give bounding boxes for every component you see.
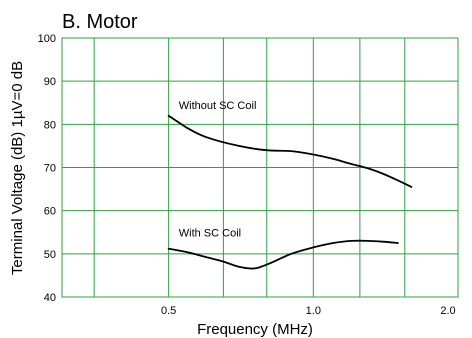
y-axis-ticks: 40 50 60 70 80 90 100 xyxy=(38,33,56,304)
series-line-0 xyxy=(167,114,413,188)
x-tick-label-2: 2.0 xyxy=(440,305,455,317)
x-tick-label-1: 1.0 xyxy=(306,305,321,317)
series-label-1: With SC Coil xyxy=(179,228,241,240)
series-line-1 xyxy=(167,239,399,270)
y-tick-label-6: 100 xyxy=(38,33,56,45)
series-group xyxy=(167,114,413,270)
series-label-0: Without SC Coil xyxy=(179,100,257,112)
chart-grid xyxy=(61,37,459,298)
series-labels: Without SC Coil With SC Coil xyxy=(179,100,257,239)
x-axis-label: Frequency (MHz) xyxy=(197,321,313,338)
y-tick-label-2: 60 xyxy=(44,206,56,218)
x-tick-label-0: 0.5 xyxy=(161,305,176,317)
y-tick-label-5: 90 xyxy=(44,76,56,88)
y-tick-label-0: 40 xyxy=(44,292,56,304)
y-axis-label: Terminal Voltage (dB) 1µV=0 dB xyxy=(9,61,26,275)
y-tick-label-1: 50 xyxy=(44,249,56,261)
chart-title: B. Motor xyxy=(62,11,138,33)
plot-frame xyxy=(61,37,459,298)
y-tick-label-4: 80 xyxy=(44,119,56,131)
y-tick-label-3: 70 xyxy=(44,163,56,175)
x-axis-ticks: 0.5 1.0 2.0 xyxy=(161,305,456,317)
